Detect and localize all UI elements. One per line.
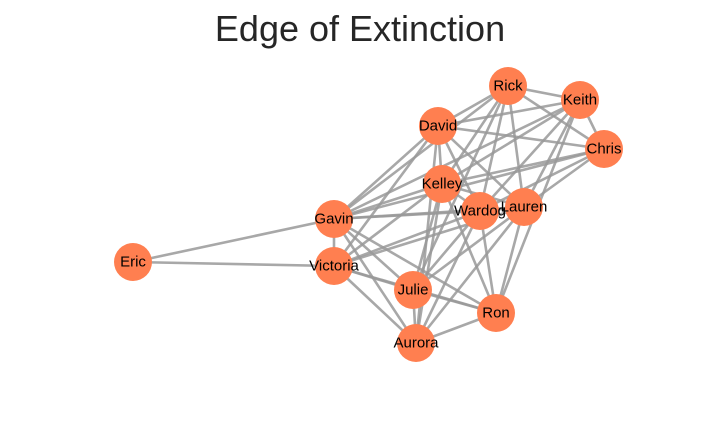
edge-rick-gavin [332, 84, 510, 221]
edge-gavin-ron [332, 217, 498, 315]
edge-gavin-eric [131, 217, 336, 264]
node-wardog [461, 192, 499, 230]
edge-rick-chris [506, 84, 606, 151]
node-label-julie: Julie [398, 282, 429, 299]
edge-layer [131, 84, 606, 345]
node-victoria [315, 247, 353, 285]
node-label-ron: Ron [482, 305, 510, 322]
node-lauren [505, 188, 543, 226]
node-label-wardog: Wardog [454, 203, 506, 220]
edge-chris-gavin [332, 147, 606, 221]
edge-wardog-aurora [414, 209, 482, 345]
node-label-david: David [419, 118, 457, 135]
edge-eric-victoria [131, 260, 336, 268]
edge-keith-kelley [440, 98, 582, 186]
edge-rick-lauren [506, 84, 526, 209]
edge-keith-gavin [332, 98, 582, 221]
chart-title: Edge of Extinction [214, 8, 506, 49]
edge-rick-kelley [440, 84, 510, 186]
node-rick [489, 67, 527, 105]
edge-lauren-aurora [414, 205, 526, 345]
edge-keith-lauren [522, 98, 582, 209]
edge-david-gavin [332, 124, 440, 221]
edge-keith-david [436, 98, 582, 128]
node-ron [477, 294, 515, 332]
edge-rick-wardog [478, 84, 510, 213]
edge-david-victoria [332, 124, 440, 268]
node-kelley [423, 165, 461, 203]
edge-kelley-victoria [332, 182, 444, 268]
node-label-eric: Eric [120, 254, 146, 271]
edge-gavin-aurora [332, 217, 418, 345]
node-label-gavin: Gavin [314, 211, 353, 228]
node-eric [114, 243, 152, 281]
node-david [419, 107, 457, 145]
node-label-victoria: Victoria [309, 258, 359, 275]
node-label-kelley: Kelley [422, 176, 463, 193]
node-label-rick: Rick [493, 78, 523, 95]
edge-david-chris [436, 124, 606, 151]
edge-kelley-aurora [414, 182, 444, 345]
edge-keith-wardog [478, 98, 582, 213]
node-keith [561, 81, 599, 119]
node-chris [585, 130, 623, 168]
node-label-keith: Keith [563, 92, 597, 109]
node-julie [394, 271, 432, 309]
node-label-aurora: Aurora [393, 335, 439, 352]
node-aurora [397, 324, 435, 362]
edge-david-lauren [436, 124, 526, 209]
node-layer [114, 67, 623, 362]
node-label-lauren: Lauren [501, 199, 548, 216]
node-label-chris: Chris [586, 141, 621, 158]
node-gavin [315, 200, 353, 238]
